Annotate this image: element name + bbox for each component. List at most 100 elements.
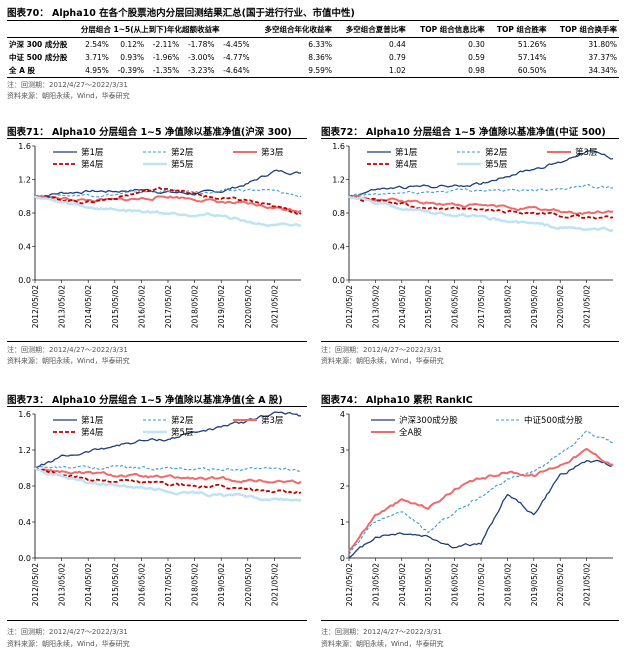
table70-header-cell: 多空组合夏普比率 — [345, 25, 406, 34]
x-tick-label: 2012/05/02 — [31, 563, 40, 606]
series-line-4 — [348, 195, 614, 220]
y-tick-label: 0.4 — [18, 518, 31, 527]
table-cell: 60.50% — [517, 66, 547, 75]
y-tick-label: 3 — [340, 446, 345, 455]
table-cell: 0.30 — [468, 40, 485, 49]
table70-header-cell: TOP 组合换手率 — [559, 25, 617, 34]
fig71-bottom-rule — [7, 341, 307, 342]
x-tick-label: 2017/05/02 — [164, 563, 173, 606]
legend-label: 中证500成分股 — [524, 415, 583, 426]
fig73-title: 图表73： Alpha10 分层组合 1~5 净值除以基准净值(全 A 股) — [7, 395, 283, 406]
legend-label: 第1层 — [81, 147, 103, 158]
x-tick-label: 2013/05/02 — [58, 285, 67, 328]
table70-header-cell: 分层组合 1~5(从上到下)年化超额收益率 — [80, 25, 220, 34]
fig72-source: 资料来源：朝阳永续，Wind，华泰研究 — [321, 357, 444, 365]
x-tick-label: 2012/05/02 — [345, 285, 354, 328]
x-tick-label: 2019/05/02 — [217, 285, 226, 328]
x-tick-label: 2015/05/02 — [111, 285, 120, 328]
series-line-1 — [34, 411, 302, 469]
table70-source: 资料来源：朝阳永续，Wind，华泰研究 — [7, 92, 130, 100]
x-tick-label: 2015/05/02 — [424, 285, 433, 328]
series-line-2 — [348, 184, 613, 197]
table70-title: 图表70： Alpha10 在各个股票池内分层回测结果汇总(国于进行行业、市值中… — [7, 8, 355, 19]
table-cell: -4.77% — [223, 53, 250, 62]
x-tick-label: 2021/05/02 — [270, 285, 279, 328]
table-cell: 0.98 — [468, 66, 485, 75]
table-cell: 1.02 — [389, 66, 406, 75]
series-line-4 — [34, 186, 302, 216]
x-tick-label: 2013/05/02 — [371, 563, 380, 606]
legend-label: 全A股 — [399, 427, 422, 438]
y-tick-label: 1.2 — [332, 176, 345, 185]
table70: 分层组合 1~5(从上到下)年化超额收益率 多空组合年化收益率 多空组合夏普比率… — [7, 22, 619, 78]
table70-top-rule — [7, 20, 619, 21]
legend-label: 第3层 — [575, 147, 597, 158]
x-tick-label: 2013/05/02 — [371, 285, 380, 328]
x-tick-label: 2016/05/02 — [451, 563, 460, 606]
legend-label: 第5层 — [171, 427, 193, 438]
table70-header-cell: TOP 组合胜率 — [496, 25, 547, 34]
x-tick-label: 2021/05/02 — [583, 563, 592, 606]
fig73-bottom-rule — [7, 620, 307, 621]
legend-label: 第2层 — [171, 147, 193, 158]
table-cell: 中证 500 成分股 — [9, 53, 68, 62]
fig73-source: 资料来源：朝阳永续，Wind，华泰研究 — [7, 640, 130, 648]
x-tick-label: 2016/05/02 — [137, 285, 146, 328]
fig72-note: 注：回测期：2012/4/27～2022/3/31 — [321, 346, 442, 354]
legend-label: 第3层 — [261, 415, 283, 426]
table-cell: 全 A 股 — [9, 66, 36, 75]
fig73-note: 注：回测期：2012/4/27～2022/3/31 — [7, 628, 128, 636]
x-tick-label: 2017/05/02 — [164, 285, 173, 328]
x-tick-label: 2016/05/02 — [451, 285, 460, 328]
y-tick-label: 0.0 — [18, 276, 31, 285]
series-line-3 — [34, 194, 302, 213]
table-cell: -4.45% — [223, 40, 250, 49]
y-tick-label: 1.6 — [332, 142, 345, 151]
series-line-1 — [348, 459, 614, 559]
x-tick-label: 2020/05/02 — [244, 285, 253, 328]
y-tick-label: 0.4 — [18, 243, 31, 252]
y-tick-label: 1.2 — [18, 446, 31, 455]
table70-header-cell — [7, 22, 79, 38]
x-tick-label: 2020/05/02 — [244, 563, 253, 606]
x-tick-label: 2021/05/02 — [583, 285, 592, 328]
series-line-3 — [34, 467, 302, 485]
chart-fig72: 0.0 0.4 0.8 1.2 1.6 2012/05/02 2013/05/02 2014/… — [332, 142, 614, 328]
x-tick-label: 2015/05/02 — [424, 563, 433, 606]
x-tick-label: 2021/05/02 — [270, 563, 279, 606]
y-tick-label: 0.8 — [332, 209, 345, 218]
table70-header-cell: TOP 组合信息比率 — [420, 25, 485, 34]
fig72-bottom-rule — [321, 341, 619, 342]
table-row: 沪深 300 成分股 2.54% 0.12% -2.11% -1.78% -4.… — [7, 38, 619, 52]
table-cell: -3.00% — [187, 53, 215, 62]
series-line-2 — [34, 464, 302, 472]
legend-label: 第4层 — [395, 159, 417, 170]
x-tick-label: 2014/05/02 — [398, 285, 407, 328]
fig72-title-rule — [321, 138, 619, 139]
legend-label: 第2层 — [485, 147, 507, 158]
series-line-3 — [348, 447, 614, 552]
table-cell: -3.23% — [187, 66, 215, 75]
table-cell: 0.59 — [468, 53, 485, 62]
fig71-note: 注：回测期：2012/4/27～2022/3/31 — [7, 346, 128, 354]
table-cell: 0.44 — [389, 40, 406, 49]
table-cell: 8.36% — [308, 53, 333, 62]
legend-label: 第1层 — [395, 147, 417, 158]
table-cell: 4.95% — [85, 66, 109, 75]
legend-label: 第5层 — [485, 159, 507, 170]
x-tick-label: 2020/05/02 — [556, 563, 565, 606]
x-tick-label: 2017/05/02 — [477, 563, 486, 606]
legend-label: 第5层 — [171, 159, 193, 170]
x-tick-label: 2019/05/02 — [217, 563, 226, 606]
x-tick-label: 2012/05/02 — [345, 563, 354, 606]
x-tick-label: 2018/05/02 — [503, 563, 512, 606]
x-tick-label: 2020/05/02 — [556, 285, 565, 328]
y-tick-label: 4 — [340, 410, 345, 419]
y-tick-label: 0.8 — [18, 209, 31, 218]
chart-fig71: 0.0 0.4 0.8 1.2 1.6 2012/05/02 2013/05/02 2014/… — [18, 142, 302, 328]
fig71-title-rule — [7, 138, 307, 139]
table-cell: 51.26% — [517, 40, 547, 49]
table70-header-cell: 多空组合年化收益率 — [264, 25, 333, 34]
legend-label: 第3层 — [261, 147, 283, 158]
x-tick-label: 2018/05/02 — [503, 285, 512, 328]
